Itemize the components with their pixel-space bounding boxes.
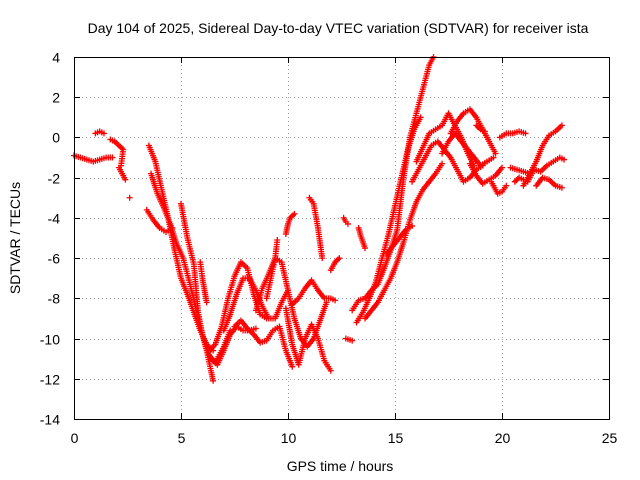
y-tick-label: -12 (40, 372, 60, 388)
data-point (417, 114, 424, 121)
y-tick-label: -4 (48, 211, 61, 227)
series-arc-18 (282, 210, 298, 237)
series-arc-01 (71, 152, 116, 165)
data-point (332, 297, 339, 304)
axis-ticks: 0 5 10 15 20 25 -14 -12 -10 -8 -6 -4 -2 0 2 4 (40, 50, 618, 447)
series-arc-40 (524, 154, 568, 185)
x-tick-label: 10 (281, 430, 297, 446)
data-point (319, 255, 326, 262)
data-point (492, 150, 499, 157)
x-tick-label: 20 (495, 430, 511, 446)
series-arc-22 (340, 214, 351, 227)
data-point (561, 156, 568, 163)
data-point (289, 363, 296, 370)
series-arc-31 (439, 130, 497, 169)
series-arc-14 (231, 317, 296, 370)
chart-title: Day 104 of 2025, Sidereal Day-to-day VTE… (88, 20, 589, 36)
grid (74, 57, 609, 419)
series-arc-24 (355, 224, 369, 252)
data-point (344, 220, 351, 227)
series-arc-10 (197, 259, 210, 306)
data-point (210, 377, 217, 384)
series-arc-08 (143, 206, 176, 235)
series-arc-21 (327, 255, 343, 274)
data-point (481, 128, 488, 135)
data-point (522, 130, 529, 137)
data-point (409, 222, 416, 229)
data-point (558, 122, 565, 129)
data-point (291, 210, 298, 217)
data-point (122, 176, 129, 183)
y-tick-label: 0 (52, 130, 60, 146)
y-tick-label: -8 (48, 291, 61, 307)
data-points (71, 54, 568, 384)
data-point (169, 224, 176, 231)
x-tick-label: 0 (71, 430, 79, 446)
series-arc-20 (306, 194, 326, 262)
data-point (499, 164, 505, 171)
data-point (336, 255, 343, 262)
series-arc-17 (282, 305, 334, 374)
x-axis-label: GPS time / hours (287, 458, 394, 474)
data-point (490, 154, 497, 161)
series-arc-19 (289, 277, 339, 308)
series-arc-36 (496, 128, 529, 141)
x-tick-label: 5 (178, 430, 186, 446)
x-tick-label: 25 (602, 430, 618, 446)
series-arc-26 (353, 114, 424, 326)
series-arc-16 (263, 237, 281, 302)
data-point (126, 194, 133, 201)
data-point (439, 160, 446, 167)
series-arc-32 (447, 106, 499, 157)
data-point (109, 154, 116, 161)
data-point (503, 182, 510, 189)
data-point (203, 299, 210, 306)
data-point (274, 237, 281, 244)
plot-frame (74, 57, 610, 420)
data-point (252, 325, 259, 332)
series-arc-23 (342, 335, 356, 344)
series-arc-41 (533, 174, 565, 191)
data-point (362, 245, 369, 252)
series-arc-03 (107, 136, 127, 169)
data-point (558, 184, 565, 191)
y-axis-label: SDTVAR / TECUs (7, 182, 23, 294)
y-tick-label: 4 (52, 50, 60, 66)
x-tick-label: 15 (388, 430, 404, 446)
y-tick-label: -14 (40, 412, 60, 428)
series-arc-33 (473, 122, 488, 135)
series-arc-35 (488, 178, 510, 197)
series-arc-28 (383, 222, 416, 258)
y-tick-label: -6 (48, 251, 61, 267)
series-arc-27 (362, 160, 446, 322)
series-arc-09 (178, 200, 217, 384)
series-arc-02 (92, 128, 107, 137)
data-point (349, 337, 356, 344)
data-point (100, 130, 107, 137)
y-tick-label: -10 (40, 332, 60, 348)
series-arc-04 (115, 164, 129, 183)
data-point (327, 367, 334, 374)
y-tick-label: -2 (48, 171, 61, 187)
y-tick-label: 2 (52, 90, 60, 106)
series-arc-05 (126, 194, 133, 201)
